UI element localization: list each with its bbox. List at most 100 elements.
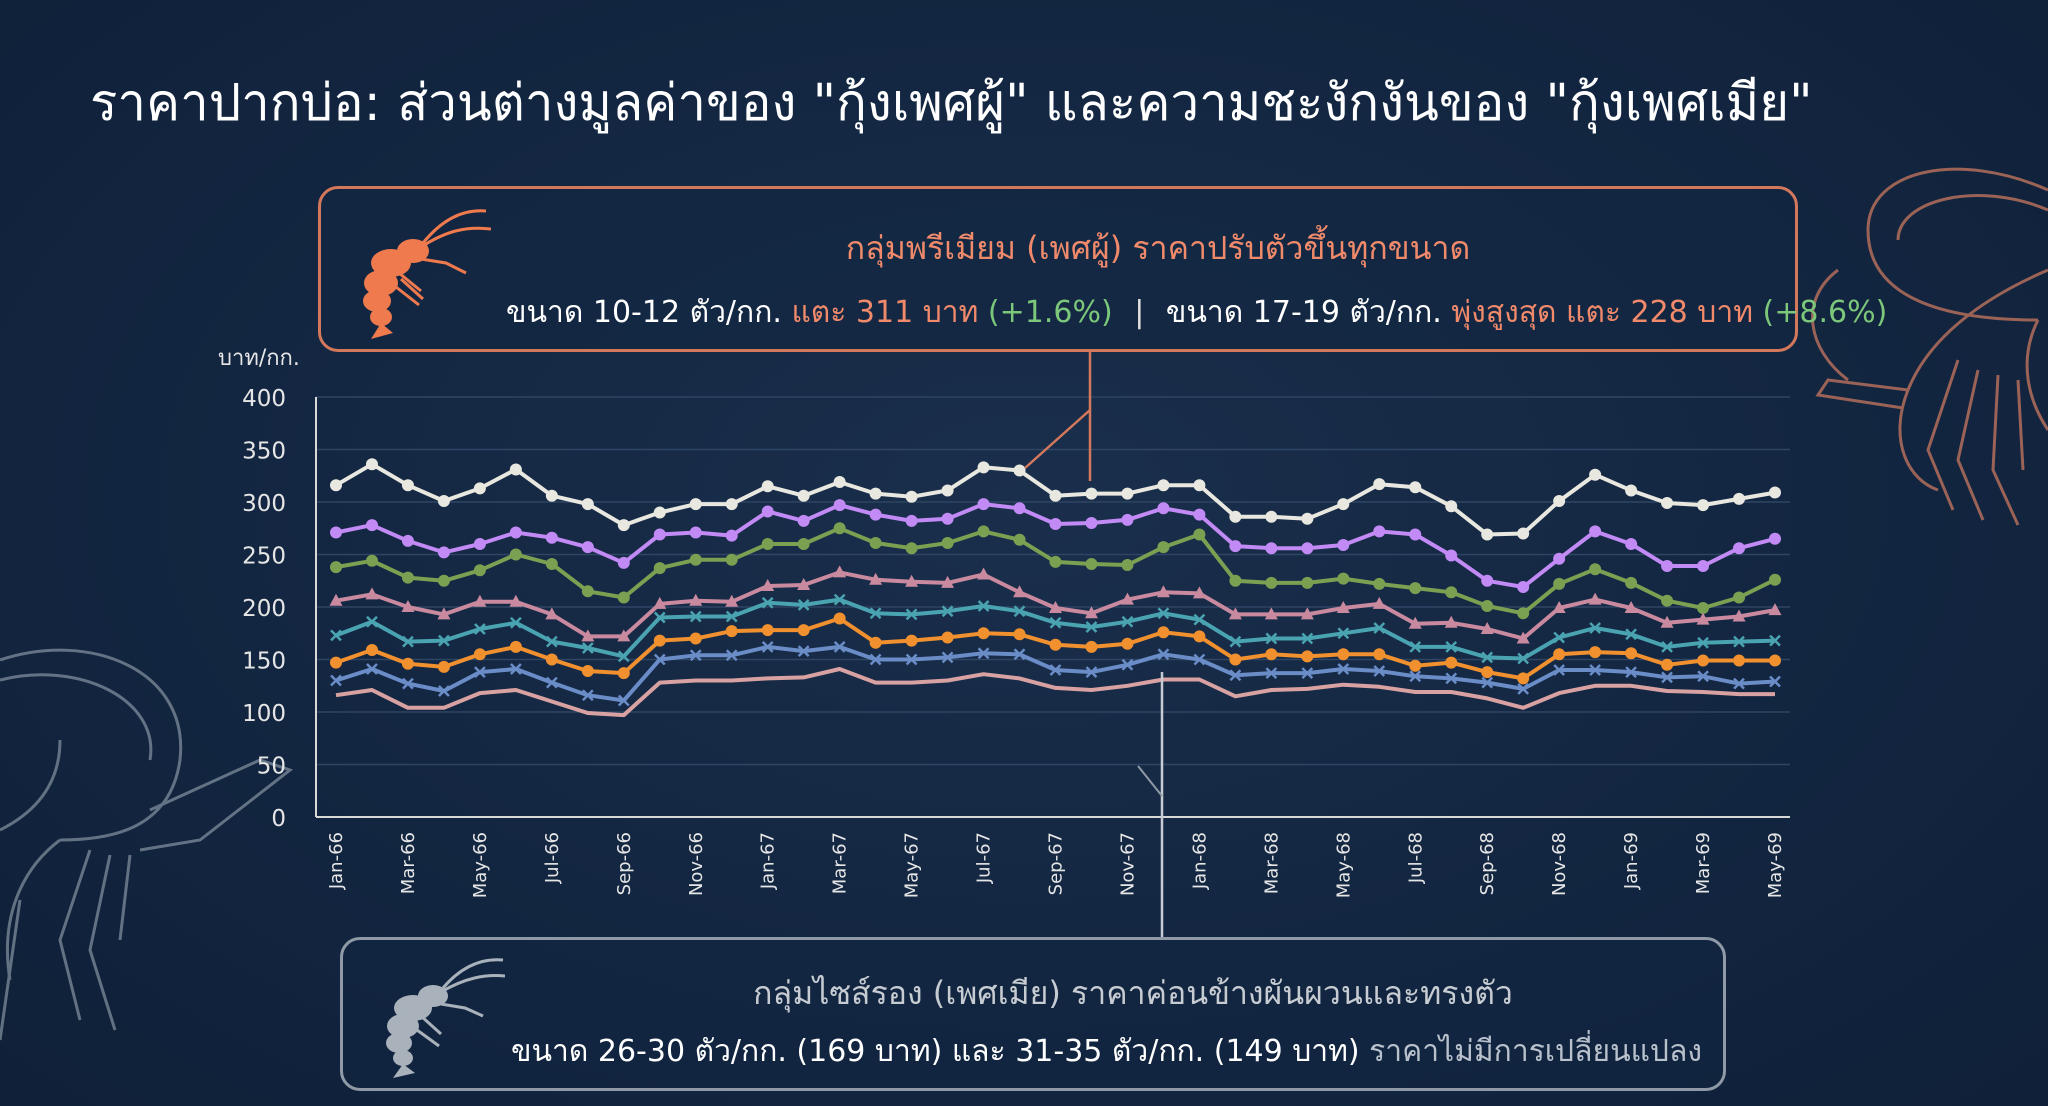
data-point (869, 653, 882, 666)
data-point (653, 634, 666, 647)
data-point (689, 632, 702, 645)
data-point (438, 685, 450, 697)
data-point (797, 489, 810, 502)
data-point (1300, 607, 1314, 620)
x-tick-label: Nov-68 (1549, 832, 1570, 896)
data-point (1517, 607, 1530, 620)
data-point (1696, 612, 1710, 625)
data-point (977, 600, 990, 612)
data-point (1229, 669, 1242, 682)
data-point (1697, 602, 1710, 615)
data-point (653, 528, 666, 541)
x-tick-label: Sep-67 (1046, 832, 1067, 895)
data-point (725, 625, 738, 638)
data-point (617, 591, 630, 604)
y-tick-label: 50 (257, 754, 286, 780)
data-point (833, 612, 846, 625)
data-point (365, 458, 378, 471)
data-point (474, 666, 486, 678)
data-point (1553, 664, 1566, 676)
data-point (1445, 641, 1458, 653)
data-point (905, 490, 918, 503)
data-point (1697, 636, 1709, 649)
data-point (1372, 596, 1386, 609)
data-point (653, 506, 666, 519)
data-point (869, 487, 882, 500)
data-point (437, 494, 450, 507)
data-point (1733, 654, 1746, 667)
x-tick-label: May-67 (902, 832, 923, 898)
data-point (1265, 542, 1278, 555)
data-point (1336, 601, 1350, 614)
data-point (1265, 648, 1278, 661)
data-point (1589, 525, 1602, 538)
data-point (797, 624, 810, 637)
x-tick-label: Mar-69 (1693, 832, 1714, 894)
data-point (1049, 601, 1062, 614)
data-point (1301, 650, 1314, 663)
data-point (941, 536, 954, 549)
data-point (977, 627, 990, 640)
data-point (1337, 627, 1350, 640)
data-point (437, 607, 451, 620)
data-point (1049, 616, 1062, 629)
data-point (330, 656, 342, 669)
data-point (1517, 672, 1530, 685)
data-point (725, 610, 738, 623)
data-point (366, 615, 378, 628)
data-point (833, 476, 846, 489)
data-point (941, 512, 954, 525)
x-tick-label: Mar-67 (830, 832, 851, 894)
data-point (473, 564, 486, 577)
data-point (1085, 666, 1098, 678)
data-point (1481, 599, 1494, 612)
data-point (797, 514, 810, 527)
y-tick-label: 100 (242, 701, 286, 727)
data-point (905, 608, 918, 621)
data-point (1337, 498, 1350, 511)
data-point (869, 508, 882, 521)
data-point (1229, 574, 1242, 587)
data-point (1625, 576, 1638, 589)
data-point (725, 553, 738, 566)
data-point (1373, 648, 1386, 661)
data-point (797, 577, 811, 590)
x-tick-label: Jan-68 (1189, 832, 1210, 890)
data-point (1049, 638, 1062, 651)
data-point (617, 519, 630, 532)
data-point (1517, 581, 1530, 594)
callout-top-heading: กลุ่มพรีเมียม (เพศผู้) ราคาปรับตัวขึ้นทุ… (845, 229, 1471, 267)
data-point (1732, 609, 1746, 622)
data-point (1624, 601, 1638, 614)
data-point (1265, 510, 1278, 523)
data-point (1553, 577, 1566, 590)
data-point (941, 631, 954, 644)
x-tick-label: Jan-66 (326, 832, 347, 890)
data-point (833, 522, 846, 535)
data-point (1625, 666, 1637, 678)
data-point (365, 644, 378, 657)
data-point (1733, 677, 1745, 690)
data-point (509, 463, 522, 476)
data-point (1265, 667, 1278, 680)
x-tick-label: Sep-66 (614, 832, 635, 895)
size-17-19-label: ขนาด 17-19 ตัว/กก. (1165, 295, 1442, 330)
data-point (1516, 631, 1530, 644)
data-point (366, 663, 378, 675)
callout-premium-male: กลุ่มพรีเมียม (เพศผู้) ราคาปรับตัวขึ้นทุ… (318, 186, 1887, 352)
data-point (797, 645, 810, 657)
x-tick-label: Sep-68 (1477, 832, 1498, 895)
y-tick-label: 350 (242, 439, 286, 465)
data-point (1480, 622, 1494, 635)
data-point (1193, 508, 1206, 521)
data-point (545, 557, 558, 570)
data-point (1337, 539, 1350, 552)
data-point (1157, 502, 1170, 515)
data-point (401, 571, 414, 584)
callout-top-connector (1024, 352, 1092, 469)
data-point (1157, 479, 1170, 492)
data-point (1301, 576, 1314, 589)
data-point (581, 665, 594, 678)
data-point (941, 651, 954, 664)
data-point (1085, 621, 1098, 633)
